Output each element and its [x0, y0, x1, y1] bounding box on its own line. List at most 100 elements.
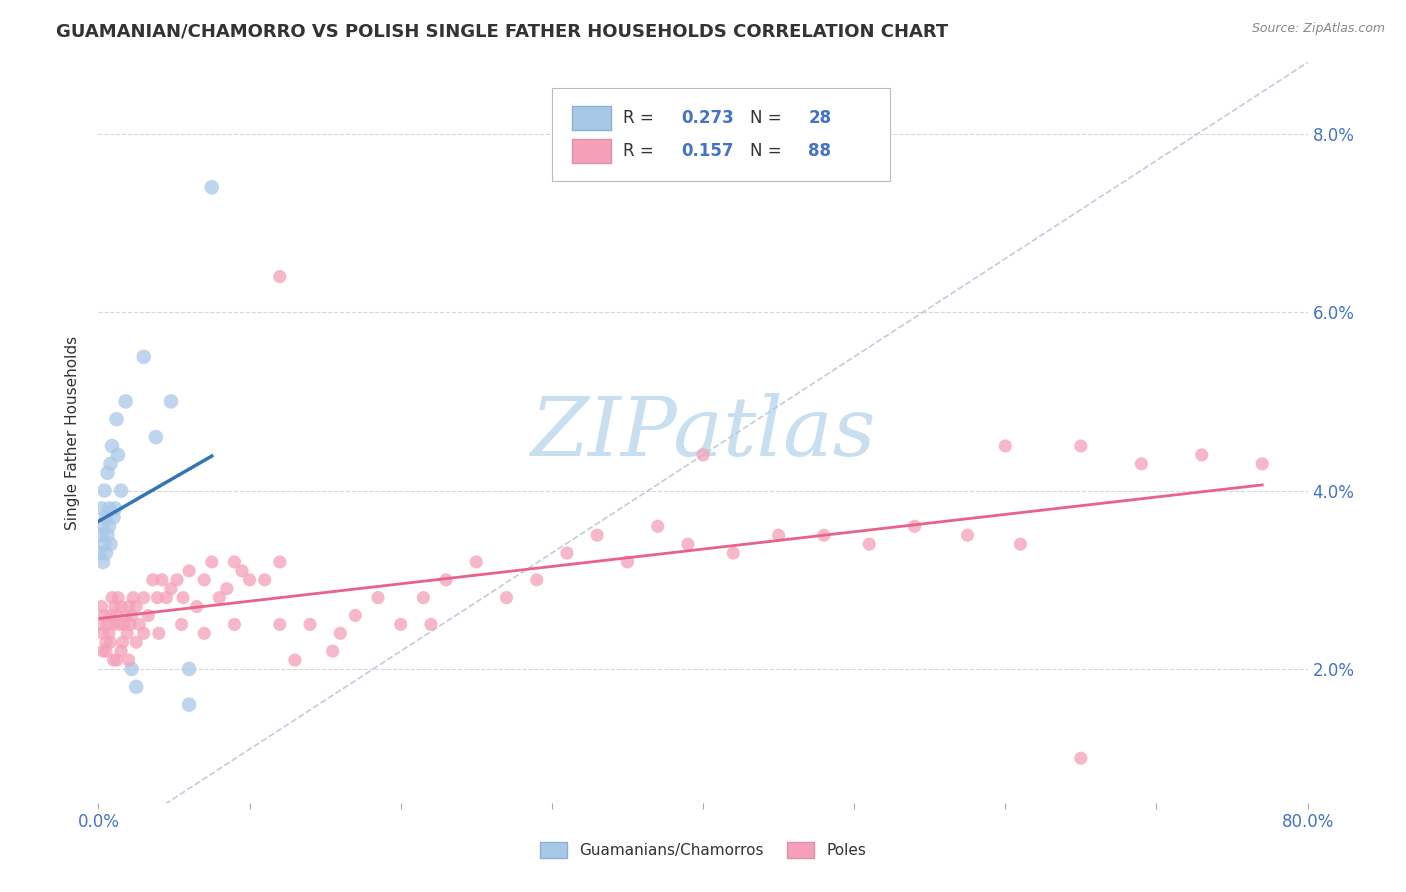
Point [125, 680, 148, 694]
Point [94, 546, 117, 560]
Point [389, 617, 412, 632]
Point [269, 269, 291, 284]
Point [224, 617, 246, 632]
Point [239, 573, 262, 587]
Point [132, 591, 155, 605]
Point [179, 564, 201, 578]
Point [586, 528, 609, 542]
Point [96, 528, 118, 542]
Point [956, 528, 979, 542]
Point [269, 617, 291, 632]
Text: Source: ZipAtlas.com: Source: ZipAtlas.com [1251, 22, 1385, 36]
Text: 0.273: 0.273 [682, 109, 734, 127]
Point [89, 617, 111, 632]
Text: GUAMANIAN/CHAMORRO VS POLISH SINGLE FATHER HOUSEHOLDS CORRELATION CHART: GUAMANIAN/CHAMORRO VS POLISH SINGLE FATH… [56, 22, 949, 40]
Point [495, 591, 517, 605]
Point [299, 617, 322, 632]
Y-axis label: Single Father Households: Single Father Households [65, 335, 80, 530]
Point [166, 573, 188, 587]
Point [91, 644, 114, 658]
Point [160, 582, 183, 596]
Point [101, 439, 124, 453]
Point [465, 555, 488, 569]
Point [110, 483, 132, 498]
Point [215, 582, 238, 596]
Point [132, 350, 155, 364]
Point [142, 573, 165, 587]
Point [201, 180, 224, 194]
Point [692, 448, 714, 462]
Point [284, 653, 307, 667]
Point [145, 430, 167, 444]
Point [179, 698, 201, 712]
Point [105, 653, 128, 667]
Point [114, 608, 136, 623]
Point [120, 617, 142, 632]
Point [115, 626, 138, 640]
Point [118, 599, 141, 614]
Point [1070, 751, 1092, 765]
Point [1130, 457, 1153, 471]
Point [112, 617, 135, 632]
Text: R =: R = [623, 109, 659, 127]
Text: R =: R = [623, 143, 659, 161]
Point [172, 591, 194, 605]
Point [420, 617, 443, 632]
Point [136, 608, 159, 623]
Point [103, 510, 125, 524]
Point [647, 519, 669, 533]
Point [91, 626, 114, 640]
Point [125, 635, 148, 649]
FancyBboxPatch shape [551, 88, 890, 181]
Point [98, 626, 121, 640]
Point [155, 591, 177, 605]
Point [100, 635, 122, 649]
Text: N =: N = [751, 109, 787, 127]
Point [93, 483, 115, 498]
Point [96, 466, 118, 480]
Point [1010, 537, 1032, 551]
Point [90, 501, 112, 516]
Point [122, 591, 145, 605]
Point [108, 617, 131, 632]
Point [201, 555, 224, 569]
Point [676, 537, 699, 551]
Point [179, 662, 201, 676]
Point [148, 626, 170, 640]
Point [105, 608, 128, 623]
Point [96, 617, 118, 632]
Point [91, 555, 114, 569]
Point [412, 591, 434, 605]
Point [121, 608, 143, 623]
Point [90, 528, 112, 542]
Bar [572, 139, 612, 163]
Point [434, 573, 457, 587]
Point [103, 653, 125, 667]
Point [125, 599, 148, 614]
Point [128, 617, 150, 632]
Point [160, 394, 183, 409]
Point [94, 510, 117, 524]
Point [208, 591, 231, 605]
Legend: Guamanians/Chamorros, Poles: Guamanians/Chamorros, Poles [531, 834, 875, 865]
Point [723, 546, 745, 560]
Point [90, 599, 112, 614]
Point [104, 501, 127, 516]
Point [110, 644, 132, 658]
Point [269, 555, 291, 569]
Point [186, 599, 208, 614]
Point [1070, 439, 1092, 453]
Point [329, 626, 352, 640]
Point [994, 439, 1017, 453]
Point [193, 573, 215, 587]
Point [111, 635, 134, 649]
Point [858, 537, 880, 551]
Point [1251, 457, 1274, 471]
Point [231, 564, 253, 578]
Point [100, 608, 122, 623]
Point [93, 537, 115, 551]
Point [107, 591, 129, 605]
Point [768, 528, 790, 542]
Point [367, 591, 389, 605]
Point [904, 519, 927, 533]
